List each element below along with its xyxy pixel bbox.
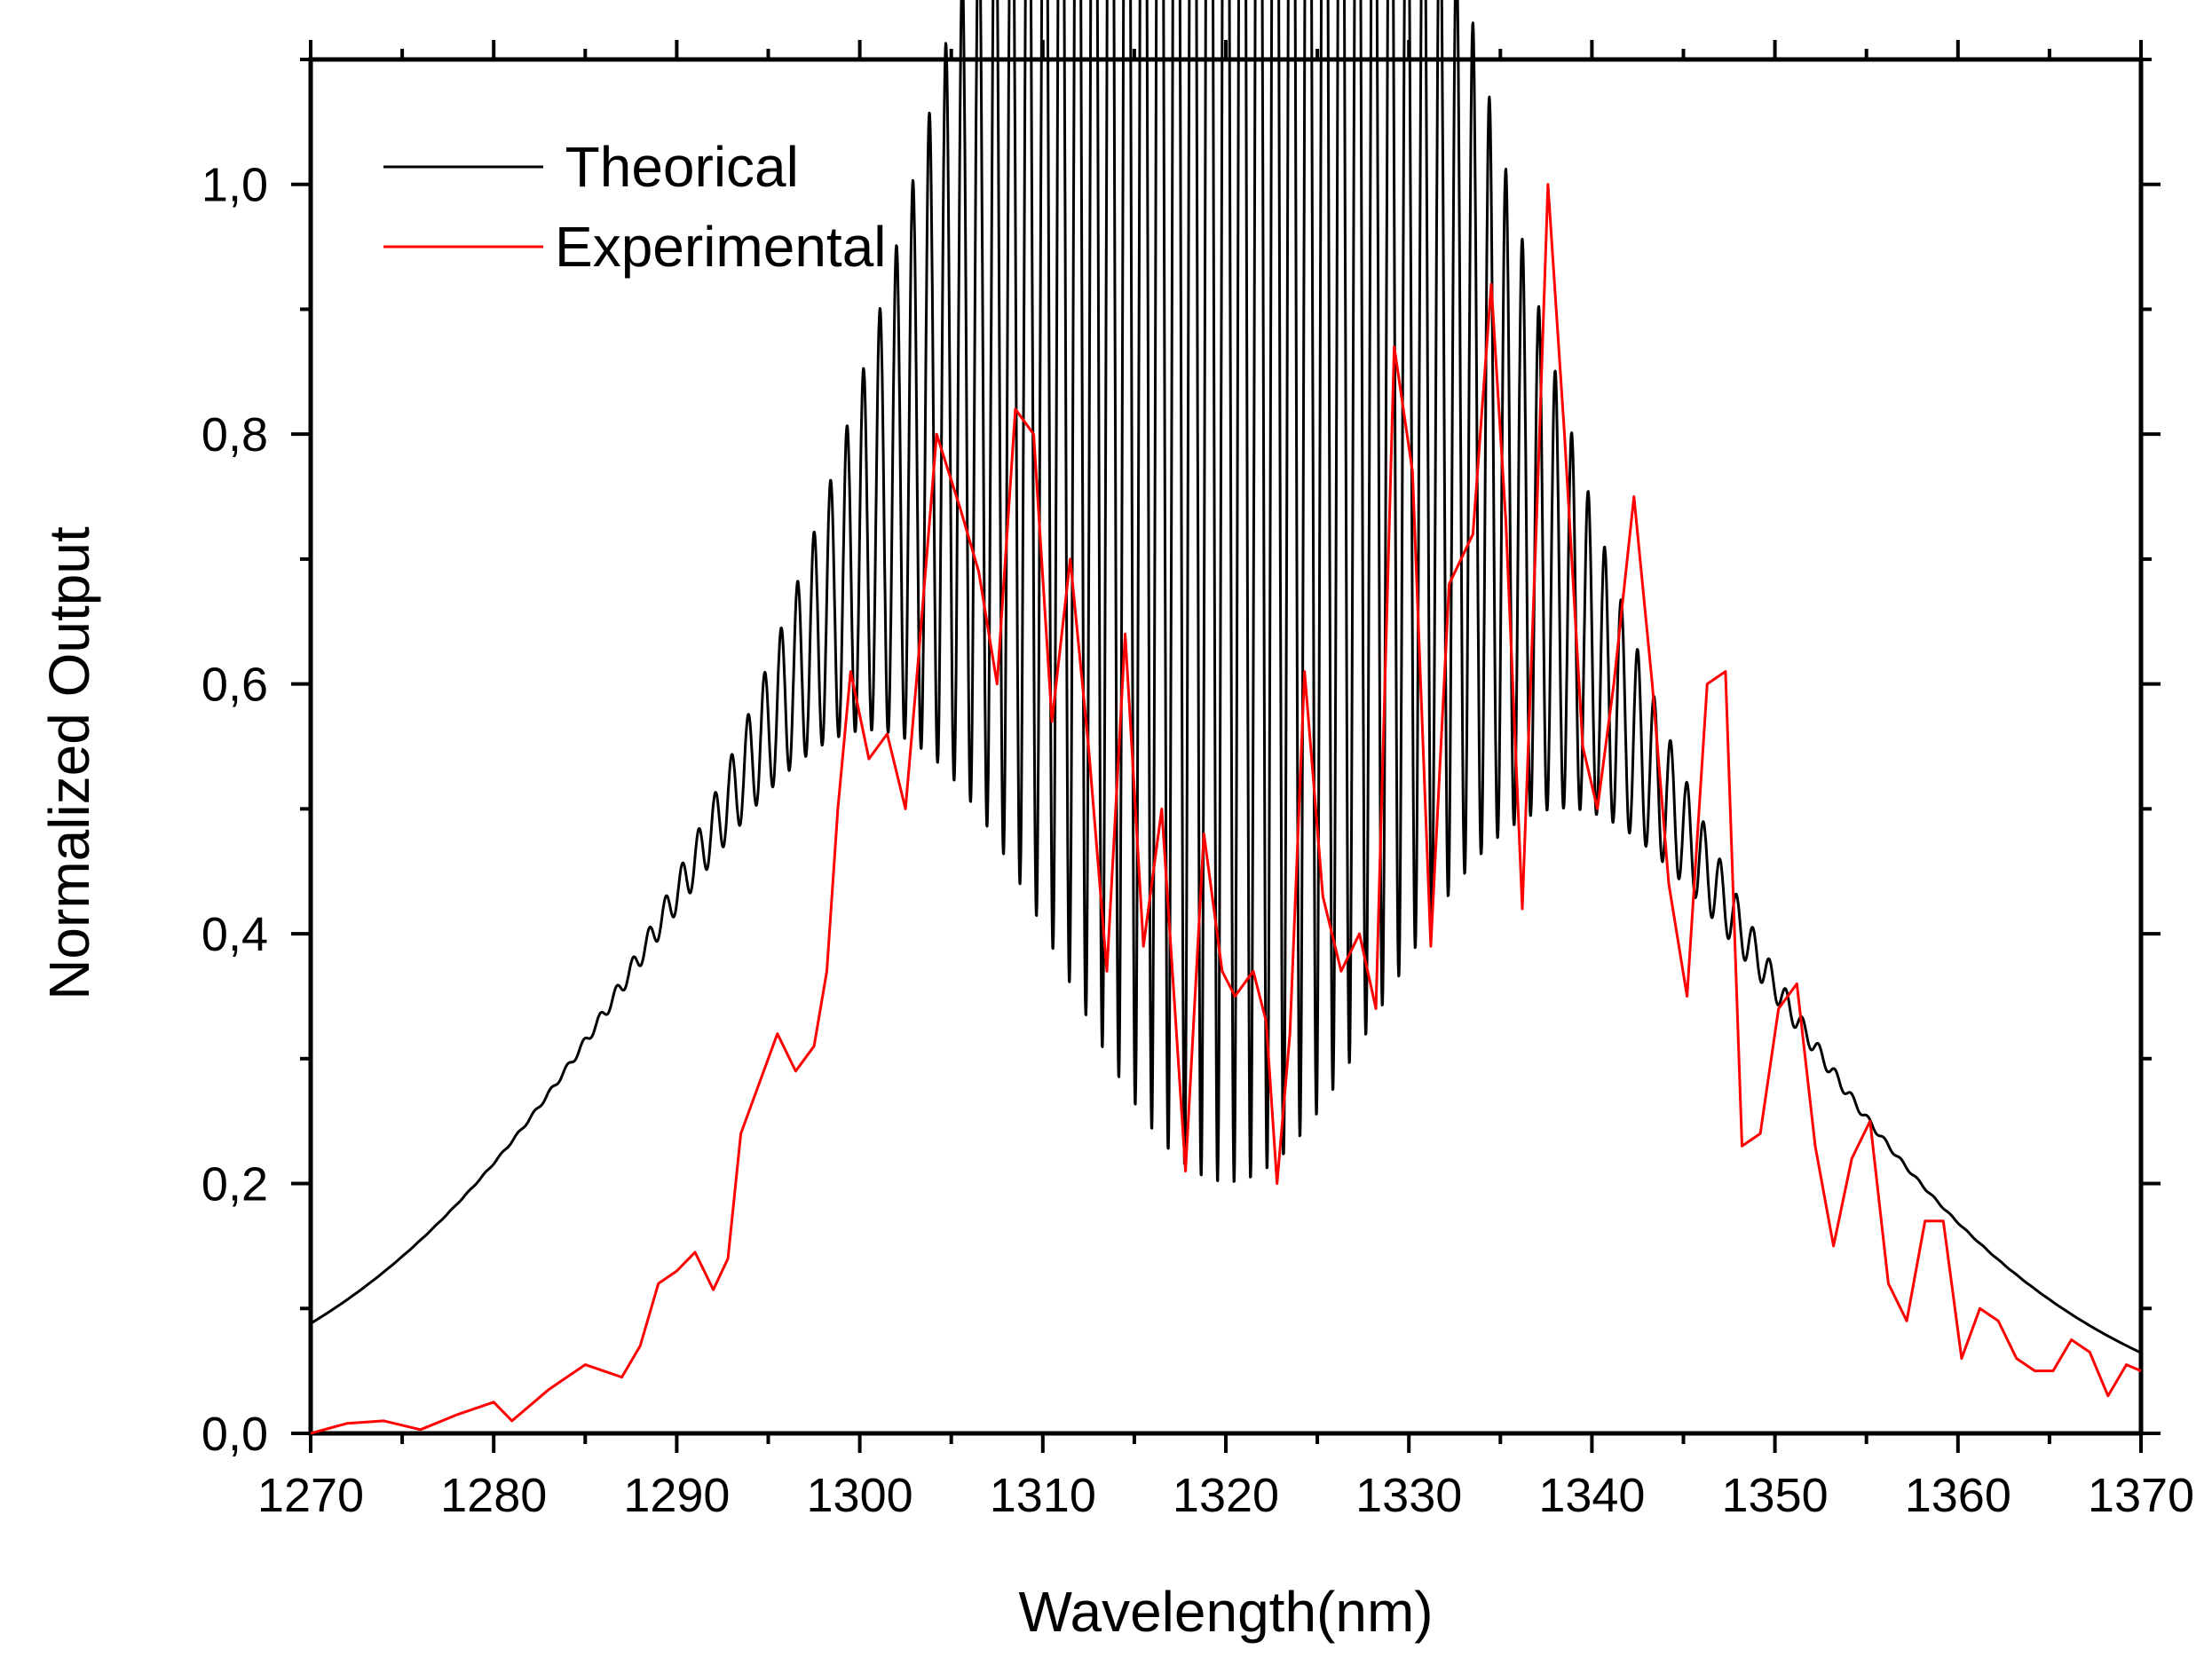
x-tick-label: 1290: [623, 1469, 730, 1522]
x-tick-label: 1280: [440, 1469, 547, 1522]
legend-label-experimental: Experimental: [555, 215, 887, 279]
x-axis-title: Wavelength(nm): [1018, 1580, 1433, 1644]
y-tick-label: 0,0: [201, 1408, 268, 1461]
x-tick-label: 1300: [807, 1469, 913, 1522]
y-tick-label: 0,4: [201, 908, 268, 961]
legend-label-theorical: Theorical: [550, 135, 799, 199]
x-tick-label: 1330: [1355, 1469, 1462, 1522]
x-tick-label: 1310: [990, 1469, 1096, 1522]
legend: Theorical Experimental: [383, 135, 887, 279]
plot-area: [308, 57, 2144, 1436]
series-line-experimental: [310, 183, 2142, 1435]
x-tick-label: 1370: [2088, 1469, 2194, 1522]
series-layer: [309, 0, 2143, 1435]
y-axis-title: Normalized Output: [37, 526, 101, 1000]
y-tick-label: 0,8: [201, 408, 268, 462]
x-tick-label: 1270: [257, 1469, 364, 1522]
y-tick-label: 1,0: [201, 159, 268, 212]
series-line-theorical: [309, 0, 2143, 1354]
x-tick-label: 1340: [1538, 1469, 1645, 1522]
x-ticks: 1270 1280 1290 1300 1310 1320 1330 1340 1350 1360…: [257, 40, 2194, 1522]
x-tick-label: 1360: [1905, 1469, 2011, 1522]
x-tick-label: 1320: [1173, 1469, 1279, 1522]
y-tick-label: 0,2: [201, 1158, 268, 1211]
y-tick-label: 0,6: [201, 659, 268, 712]
y-ticks: 0,0 0,2 0,4 0,6 0,8 1,0: [201, 58, 2161, 1461]
x-tick-label: 1350: [1722, 1469, 1829, 1522]
